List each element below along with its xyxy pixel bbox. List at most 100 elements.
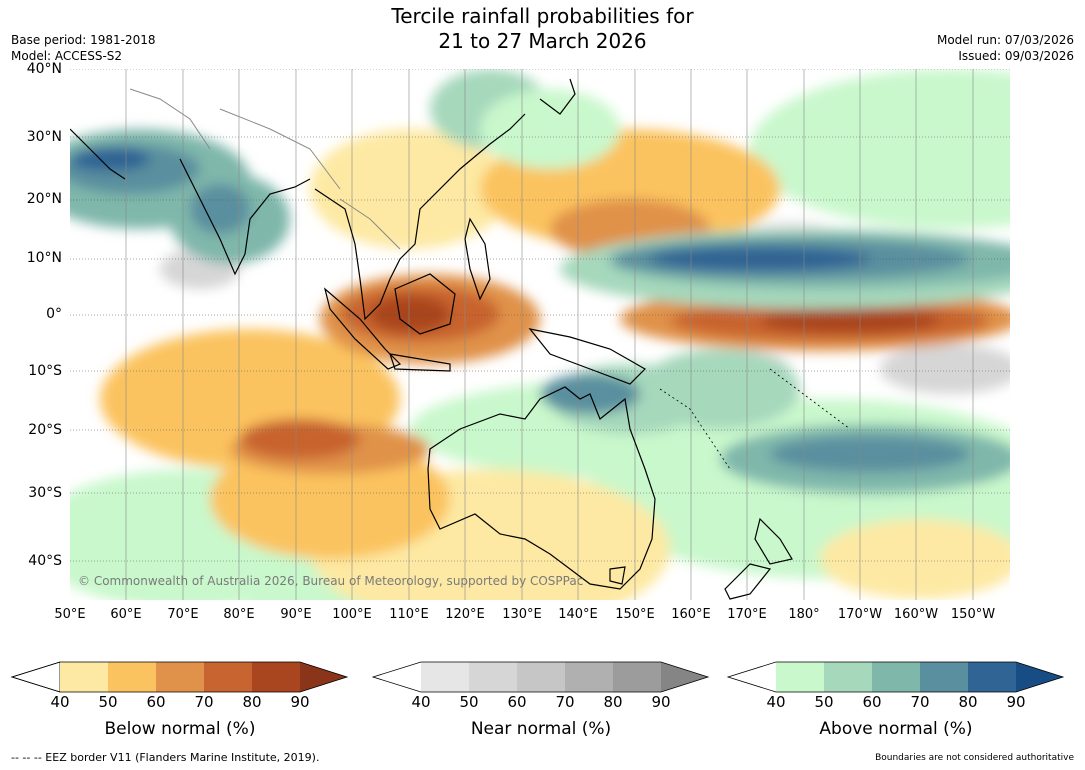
- lat-label: 30°S: [28, 485, 62, 501]
- lon-label: 80°E: [223, 607, 255, 622]
- meta-left: Base period: 1981-2018 Model: ACCESS-S2: [11, 32, 156, 64]
- probability-field: [70, 69, 1010, 600]
- lon-label: 180°: [788, 607, 820, 622]
- lon-label: 100°E: [332, 607, 372, 622]
- arabia-coast: [70, 128, 126, 180]
- cb-above-seg-4: [920, 662, 968, 692]
- copyright-notice: © Commonwealth of Australia 2026, Bureau…: [78, 574, 584, 588]
- cb-near-tick: 80: [603, 693, 623, 711]
- model-name: Model: ACCESS-S2: [11, 49, 123, 63]
- map-svg: [70, 69, 1010, 600]
- issued-date: Issued: 09/03/2026: [958, 49, 1074, 63]
- new-guinea-coast: [528, 328, 646, 385]
- new-zealand-south: [724, 563, 772, 600]
- lat-label: 40°N: [26, 61, 62, 77]
- lon-label: 50°E: [54, 607, 86, 622]
- cb-near-tick: 60: [507, 693, 527, 711]
- colorbar-above-title: Above normal (%): [819, 719, 973, 739]
- cb-below-seg-4: [204, 662, 252, 692]
- cb-above-seg-3: [872, 662, 920, 692]
- lon-label: 150°W: [950, 607, 996, 622]
- cb-above-seg-5: [968, 662, 1016, 692]
- cb-below-seg-6: [300, 662, 347, 692]
- cb-above-seg-0: [728, 662, 776, 692]
- cb-above-seg-1: [776, 662, 824, 692]
- australia-coast: [427, 386, 656, 590]
- meta-right: Model run: 07/03/2026 Issued: 09/03/2026: [937, 32, 1074, 64]
- cb-above-tick: 50: [814, 693, 834, 711]
- colorbar-below-normal: [10, 661, 349, 693]
- cb-above-tick: 40: [766, 693, 786, 711]
- japan-coast: [539, 78, 576, 115]
- colorbar-near-normal: [371, 661, 710, 693]
- colorbar-below-title: Below normal (%): [104, 719, 256, 739]
- tasmania-coast: [609, 566, 626, 585]
- lon-label: 140°E: [558, 607, 598, 622]
- model-run: Model run: 07/03/2026: [936, 33, 1074, 47]
- cb-below-seg-2: [108, 662, 156, 692]
- cb-above-seg-2: [824, 662, 872, 692]
- cb-near-seg-2: [469, 662, 517, 692]
- boundaries-disclaimer: Boundaries are not considered authoritat…: [875, 753, 1074, 763]
- eez-borders: [659, 368, 851, 470]
- cb-above-tick: 70: [910, 693, 930, 711]
- base-period: Base period: 1981-2018: [11, 33, 156, 47]
- cb-near-seg-1: [421, 662, 469, 692]
- forecast-map: [70, 69, 1010, 600]
- java-coast: [389, 353, 451, 372]
- lon-label: 160°E: [671, 607, 711, 622]
- lon-gridlines: [125, 69, 974, 600]
- cb-near-seg-4: [565, 662, 613, 692]
- colorbar-above-normal: [726, 661, 1065, 693]
- lat-label: 10°S: [28, 363, 62, 379]
- lon-label: 70°E: [167, 607, 199, 622]
- cb-near-seg-5: [613, 662, 661, 692]
- chart-title: Tercile rainfall probabilities for 21 to…: [0, 4, 1085, 54]
- title-line-1: Tercile rainfall probabilities for: [391, 4, 694, 28]
- lat-label: 40°S: [28, 553, 62, 569]
- cb-below-tick: 80: [242, 693, 262, 711]
- eez-footnote: -- -- -- EEZ border V11 (Flanders Marine…: [11, 751, 320, 764]
- lat-label: 30°N: [26, 129, 62, 145]
- lat-label: 20°N: [26, 191, 62, 207]
- coastlines: [70, 78, 793, 600]
- cb-below-seg-1: [60, 662, 108, 692]
- cb-below-tick: 70: [194, 693, 214, 711]
- cb-below-seg-0: [10, 661, 61, 693]
- cb-above-tick: 80: [958, 693, 978, 711]
- cb-near-tick: 40: [411, 693, 431, 711]
- philippines-coast: [464, 217, 491, 301]
- lon-label: 130°E: [502, 607, 542, 622]
- cb-near-seg-6: [661, 662, 708, 692]
- lon-label: 60°E: [110, 607, 142, 622]
- india-coast: [179, 158, 311, 276]
- colorbars: [10, 661, 1065, 693]
- cb-near-tick: 50: [459, 693, 479, 711]
- cb-above-seg-6: [1016, 662, 1063, 692]
- cb-below-seg-5: [252, 662, 300, 692]
- lon-label: 120°E: [445, 607, 485, 622]
- cb-near-tick: 90: [651, 693, 671, 711]
- lon-label: 110°E: [389, 607, 429, 622]
- lon-label: 150°E: [615, 607, 655, 622]
- lat-label: 0°: [46, 306, 62, 322]
- lon-label: 170°W: [837, 607, 883, 622]
- lon-label: 90°E: [280, 607, 312, 622]
- cb-below-tick: 90: [290, 693, 310, 711]
- cb-above-tick: 90: [1006, 693, 1026, 711]
- cb-near-seg-3: [517, 662, 565, 692]
- colorbar-near-title: Near normal (%): [470, 719, 612, 739]
- new-zealand-north: [754, 517, 793, 565]
- cb-below-tick: 50: [98, 693, 118, 711]
- lat-gridlines: [70, 69, 1010, 562]
- sea-coast: [314, 113, 526, 321]
- cb-below-tick: 60: [146, 693, 166, 711]
- lat-label: 20°S: [28, 422, 62, 438]
- lat-label: 10°N: [26, 250, 62, 266]
- lon-label: 160°W: [893, 607, 939, 622]
- cb-near-seg-0: [373, 662, 421, 692]
- cb-above-tick: 60: [862, 693, 882, 711]
- title-line-2: 21 to 27 March 2026: [438, 29, 647, 53]
- cb-below-tick: 40: [50, 693, 70, 711]
- borneo-coast: [394, 273, 456, 335]
